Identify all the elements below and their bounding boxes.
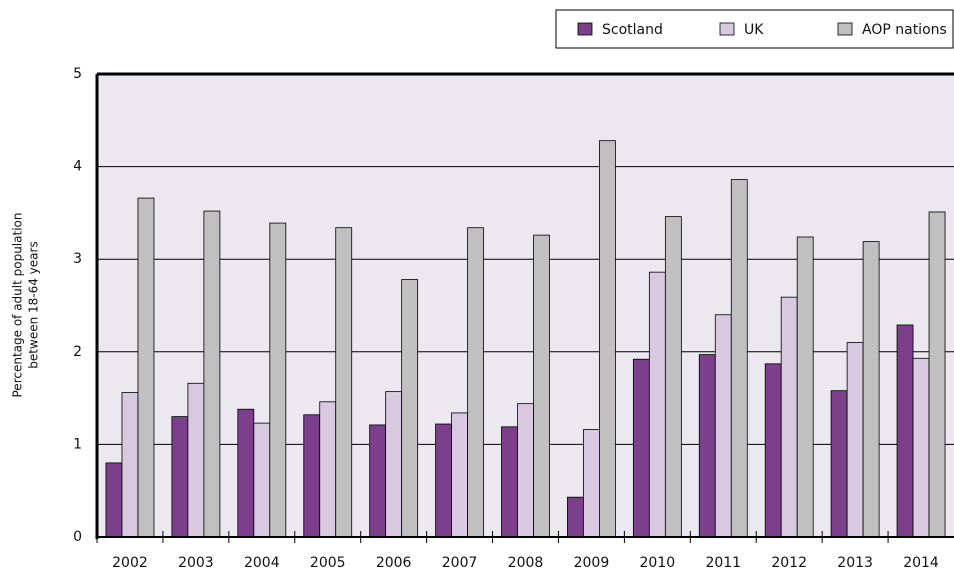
x-tick-label: 2010: [640, 555, 676, 571]
bar: [567, 496, 584, 538]
bar: [269, 222, 287, 538]
bar: [664, 216, 682, 538]
bar: [401, 279, 419, 538]
y-tick-label: 1: [73, 436, 82, 452]
x-tick-label: 2004: [244, 555, 280, 571]
bar: [105, 462, 123, 538]
bar: [780, 296, 798, 538]
bar: [896, 324, 914, 538]
bar: [137, 197, 155, 538]
legend-swatch: [577, 22, 593, 36]
legend-label: AOP nations: [862, 22, 947, 38]
bar: [435, 423, 452, 538]
bar: [121, 392, 139, 538]
bar: [501, 426, 518, 538]
bar: [385, 391, 403, 538]
x-tick-label: 2003: [178, 555, 214, 571]
y-tick-label: 5: [73, 66, 82, 82]
bar: [171, 416, 189, 538]
bar: [928, 211, 946, 538]
x-tick-label: 2007: [442, 555, 478, 571]
bar: [796, 236, 814, 538]
bar: [583, 429, 600, 538]
bar: [451, 412, 468, 538]
bar: [237, 408, 255, 538]
y-tick-label: 4: [73, 159, 82, 175]
x-tick-label: 2002: [112, 555, 148, 571]
bar: [846, 342, 864, 538]
bar: [335, 227, 353, 538]
bar: [830, 390, 848, 538]
x-tick-label: 2014: [903, 555, 939, 571]
x-tick-label: 2012: [771, 555, 807, 571]
bar: [599, 140, 616, 538]
bar: [912, 357, 930, 538]
bar: [203, 210, 221, 538]
bar: [714, 314, 732, 538]
legend: [555, 9, 954, 49]
bar: [187, 382, 205, 538]
x-tick-label: 2006: [376, 555, 412, 571]
x-tick-label: 2011: [705, 555, 741, 571]
bar: [369, 424, 387, 538]
legend-label: UK: [744, 22, 764, 38]
y-tick-label: 2: [73, 344, 82, 360]
legend-swatch: [837, 22, 853, 36]
y-tick-label: 0: [73, 529, 82, 545]
legend-label: Scotland: [602, 22, 663, 38]
bar: [517, 403, 534, 538]
y-axis-title-line: Percentage of adult population: [11, 213, 25, 398]
bar: [698, 354, 716, 538]
y-tick-label: 3: [73, 251, 82, 267]
bar: [632, 358, 650, 538]
x-tick-label: 2013: [837, 555, 873, 571]
x-tick-label: 2005: [310, 555, 346, 571]
bar: [319, 401, 337, 538]
y-axis-title: Percentage of adult population between 1…: [11, 213, 41, 398]
bar: [648, 271, 666, 538]
bar: [467, 227, 484, 538]
bar: [303, 414, 321, 538]
bar: [862, 241, 880, 538]
bar: [730, 179, 748, 538]
x-tick-label: 2009: [574, 555, 610, 571]
bar: [533, 234, 550, 538]
y-axis-title-line: between 18-64 years: [27, 241, 41, 368]
bar: [253, 422, 271, 538]
x-tick-label: 2008: [508, 555, 544, 571]
bar: [764, 363, 782, 538]
legend-swatch: [719, 22, 735, 36]
